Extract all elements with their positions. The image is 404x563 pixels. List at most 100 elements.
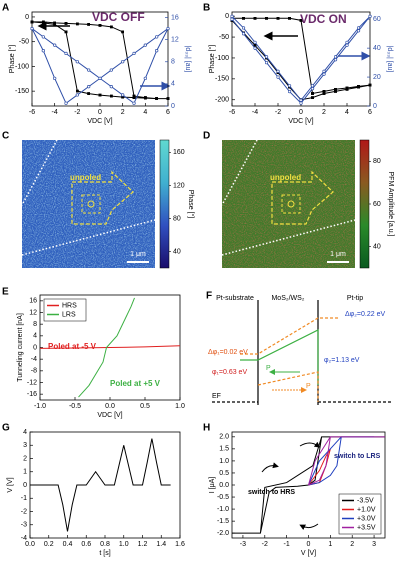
colorbar [359, 139, 370, 269]
y-tick-label: 0 [225, 13, 229, 20]
y-tick-label: -100 [215, 55, 229, 62]
y2-axis-label: |d₃₃| [au] [184, 46, 191, 73]
y-tick-label: -4 [21, 535, 27, 542]
x-tick-label: 3 [372, 541, 376, 548]
panel-label: D [203, 131, 210, 142]
x-tick-label: 4 [143, 109, 147, 116]
polarization-label: P [266, 365, 271, 372]
series-line [30, 20, 170, 101]
y-tick-label: -1.0 [217, 506, 229, 513]
x-tick-label: 6 [166, 109, 170, 116]
y-tick-label: 2.0 [219, 434, 229, 441]
colorbar-tick-label: 120 [173, 182, 185, 189]
x-tick-label: -0.5 [69, 403, 81, 410]
panel-label: B [203, 3, 210, 14]
panel-label: F [206, 291, 212, 302]
region-label: Pt-substrate [216, 295, 254, 302]
energy-label: φ₂=1.13 eV [324, 357, 360, 364]
x-axis-label: V [V] [301, 550, 316, 557]
scalebar-label: 1 μm [330, 251, 346, 258]
x-tick-label: -2 [74, 109, 80, 116]
y-tick-label: -8 [31, 368, 37, 375]
x-tick-label: 2 [322, 109, 326, 116]
domain-outline [281, 194, 301, 214]
tip-spot [287, 200, 295, 208]
polarization-label: P [306, 383, 311, 390]
y-tick-label: 0.5 [219, 470, 229, 477]
annotation: VDC OFF [92, 10, 145, 24]
y-tick-label: -2 [21, 508, 27, 515]
x-tick-label: -4 [252, 109, 258, 116]
colorbar-label: Phase [°] [187, 190, 195, 219]
series-line [230, 16, 372, 102]
panel-label: G [2, 423, 10, 434]
region-label: Pt-tip [347, 295, 363, 302]
x-tick-label: 1.0 [119, 541, 129, 548]
y-tick-label: -4 [31, 356, 37, 363]
x-tick-label: -2 [262, 541, 268, 548]
legend-label: +3.5V [357, 524, 376, 531]
y2-tick-label: 8 [171, 59, 175, 66]
energy-label: φ₁=0.63 eV [212, 369, 247, 376]
band-diagram: F Pt-substrate MoS₂/WS₂ Pt-tip Δφ₁=0.02 … [206, 291, 392, 405]
x-tick-label: -2 [275, 109, 281, 116]
y-tick-label: -1.5 [217, 518, 229, 525]
y2-tick-label: 12 [171, 36, 179, 43]
colorbar-label: PFM Amplitude [a.u.] [387, 172, 394, 237]
x-tick-label: 0 [98, 109, 102, 116]
y-tick-label: -50 [219, 34, 229, 41]
y2-tick-label: 60 [373, 16, 381, 23]
x-tick-label: 1.4 [156, 541, 166, 548]
y-axis-label: Phase [°] [8, 45, 16, 74]
x-tick-label: 0.8 [100, 541, 110, 548]
legend-box [43, 298, 87, 322]
x-tick-label: 1 [328, 541, 332, 548]
colorbar-tick-label: 60 [373, 201, 381, 208]
x-tick-label: -6 [229, 109, 235, 116]
y-tick-label: 16 [29, 298, 37, 305]
y-tick-label: 12 [29, 309, 37, 316]
series-line [232, 436, 385, 534]
x-axis-label: VDC [V] [97, 412, 122, 419]
y-tick-label: 2 [23, 455, 27, 462]
x-tick-label: 0.2 [44, 541, 54, 548]
x-axis-label: VDC [V] [87, 118, 112, 125]
annotation: switch to LRS [334, 453, 381, 460]
y-tick-label: -0.5 [217, 494, 229, 501]
annotation: VDC ON [300, 12, 347, 26]
domain-outline [271, 170, 334, 225]
tip-spot [87, 200, 95, 208]
y2-tick-label: 0 [171, 103, 175, 110]
legend-label: HRS [62, 302, 77, 309]
annotation: Poled at -5 V [48, 342, 97, 351]
y-tick-label: 1.0 [219, 458, 229, 465]
series-line [230, 14, 372, 105]
series-line [308, 436, 385, 486]
colorbar-tick-label: 80 [173, 215, 181, 222]
panel-label: H [203, 423, 210, 434]
x-axis-label: t [s] [99, 550, 110, 557]
y-tick-label: 4 [23, 429, 27, 436]
y-axis-label: V [V] [7, 477, 14, 492]
y-tick-label: -1 [21, 495, 27, 502]
y-tick-label: -3 [21, 522, 27, 529]
x-axis-label: VDC [V] [288, 118, 313, 125]
overlay [21, 139, 156, 256]
x-tick-label: 2 [350, 541, 354, 548]
energy-label: Δφ₂=0.22 eV [345, 311, 385, 318]
y-tick-label: 4 [33, 333, 37, 340]
legend-label: -3.5V [357, 497, 374, 504]
colorbar-tick-label: 40 [373, 244, 381, 251]
series-line [78, 297, 135, 398]
y-tick-label: 0 [25, 14, 29, 21]
x-tick-label: 2 [121, 109, 125, 116]
x-tick-label: 4 [345, 109, 349, 116]
region-label: MoS₂/WS₂ [271, 295, 304, 302]
colorbar-tick-label: 40 [173, 248, 181, 255]
y-tick-label: 1 [23, 469, 27, 476]
x-tick-label: -6 [29, 109, 35, 116]
domain-outline [81, 194, 101, 214]
y-tick-label: -100 [15, 63, 29, 70]
legend-label: +3.0V [357, 515, 376, 522]
